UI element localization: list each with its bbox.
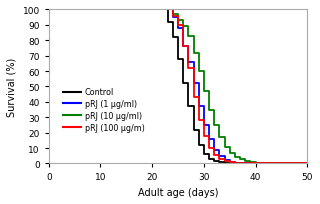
Legend: Control, pRJ (1 μg/ml), pRJ (10 μg/ml), pRJ (100 μg/m): Control, pRJ (1 μg/ml), pRJ (10 μg/ml), …	[60, 85, 147, 135]
Y-axis label: Survival (%): Survival (%)	[7, 58, 17, 116]
X-axis label: Adult age (days): Adult age (days)	[138, 187, 218, 197]
